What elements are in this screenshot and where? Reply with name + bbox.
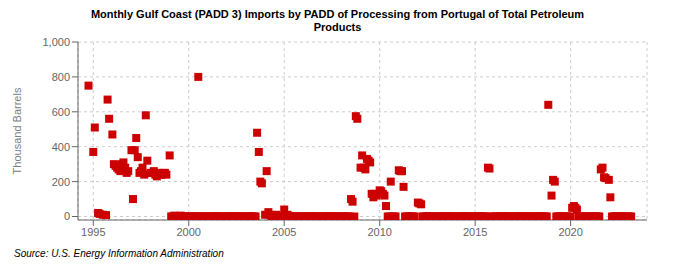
svg-text:1995: 1995 — [81, 226, 105, 238]
svg-text:2000: 2000 — [177, 226, 201, 238]
svg-text:200: 200 — [52, 176, 70, 188]
svg-text:0: 0 — [64, 210, 70, 222]
html-text:Products: Products — [313, 21, 362, 33]
svg-text:600: 600 — [52, 106, 70, 118]
svg-text:Thousand Barrels: Thousand Barrels — [11, 87, 23, 174]
svg-text:400: 400 — [52, 141, 70, 153]
html-text:Source: U.S. Energy Informatio: Source: U.S. Energy Information Administ… — [14, 248, 224, 259]
svg-text:2015: 2015 — [463, 226, 487, 238]
svg-text:2010: 2010 — [367, 226, 391, 238]
svg-text:2020: 2020 — [558, 226, 582, 238]
svg-text:2005: 2005 — [272, 226, 296, 238]
svg-text:1,000: 1,000 — [42, 36, 70, 48]
svg-text:800: 800 — [52, 71, 70, 83]
html-text:Monthly Gulf Coast (PADD 3) Im: Monthly Gulf Coast (PADD 3) Imports by P… — [90, 8, 585, 20]
